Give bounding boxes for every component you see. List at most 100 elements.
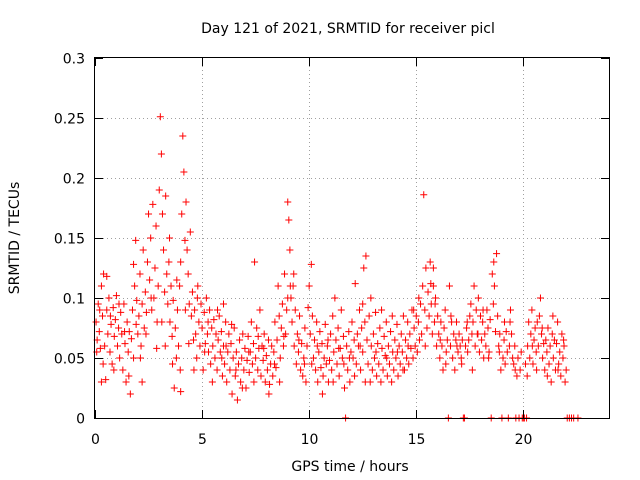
- data-point: [209, 342, 217, 350]
- data-point: [180, 168, 188, 176]
- data-point: [109, 304, 117, 312]
- data-point: [147, 234, 155, 242]
- data-point: [506, 306, 514, 314]
- y-axis-label: SRMTID / TECUs: [7, 182, 23, 295]
- data-point: [237, 378, 245, 386]
- data-point: [491, 328, 499, 336]
- data-point: [454, 348, 462, 356]
- data-point: [264, 336, 272, 344]
- data-point: [170, 384, 178, 392]
- data-point: [479, 306, 487, 314]
- data-point: [309, 354, 317, 362]
- data-point: [493, 250, 501, 258]
- data-point: [297, 366, 305, 374]
- data-point: [530, 336, 538, 344]
- data-point: [254, 366, 262, 374]
- data-point: [495, 348, 503, 356]
- data-point: [332, 336, 340, 344]
- data-point: [226, 366, 234, 374]
- data-point: [268, 342, 276, 350]
- data-point: [186, 228, 194, 236]
- data-point: [233, 396, 241, 404]
- data-point: [329, 378, 337, 386]
- data-point: [215, 312, 223, 320]
- data-point: [156, 113, 164, 121]
- y-tick-label: 0.1: [63, 292, 85, 308]
- data-point: [218, 354, 226, 362]
- data-point: [467, 300, 475, 308]
- data-point: [319, 372, 327, 380]
- data-point: [361, 378, 369, 386]
- data-point: [245, 368, 253, 376]
- data-point: [529, 360, 537, 368]
- data-point: [300, 354, 308, 362]
- data-point: [412, 312, 420, 320]
- data-point: [206, 306, 214, 314]
- data-point: [468, 366, 476, 374]
- x-tick-label: 0: [91, 432, 100, 448]
- data-point: [423, 324, 431, 332]
- data-point: [260, 344, 268, 352]
- data-point: [225, 330, 233, 338]
- data-point: [133, 296, 141, 304]
- data-point: [437, 318, 445, 326]
- data-point: [234, 360, 242, 368]
- data-point: [290, 342, 298, 350]
- data-point: [102, 376, 110, 384]
- data-point: [409, 354, 417, 362]
- data-point: [318, 340, 326, 348]
- data-point: [195, 318, 203, 326]
- data-point: [260, 330, 268, 338]
- data-point: [508, 330, 516, 338]
- data-point: [534, 342, 542, 350]
- data-point: [257, 372, 265, 380]
- data-point: [232, 348, 240, 356]
- data-point: [337, 306, 345, 314]
- data-point: [306, 330, 314, 338]
- data-point: [136, 354, 144, 362]
- data-point: [410, 306, 418, 314]
- data-point: [308, 360, 316, 368]
- data-point: [286, 246, 294, 254]
- data-point: [367, 294, 375, 302]
- data-point: [547, 378, 555, 386]
- data-point: [176, 282, 184, 290]
- data-point: [137, 342, 145, 350]
- data-point: [97, 282, 105, 290]
- data-point: [549, 354, 557, 362]
- data-point: [300, 360, 308, 368]
- data-point: [556, 348, 564, 356]
- data-point: [197, 300, 205, 308]
- data-point: [442, 360, 450, 368]
- data-point: [276, 354, 284, 362]
- data-point: [122, 378, 130, 386]
- data-point: [482, 342, 490, 350]
- data-point: [535, 312, 543, 320]
- data-point: [317, 364, 325, 372]
- data-point: [488, 270, 496, 278]
- data-point: [211, 354, 219, 362]
- data-point: [281, 270, 289, 278]
- data-point: [485, 354, 493, 362]
- data-point: [177, 258, 185, 266]
- data-point: [421, 342, 429, 350]
- data-point: [228, 320, 236, 328]
- data-point: [201, 348, 209, 356]
- data-point: [124, 348, 132, 356]
- data-point: [442, 348, 450, 356]
- data-point: [161, 288, 169, 296]
- data-point: [413, 348, 421, 356]
- data-point: [500, 336, 508, 344]
- data-point: [110, 366, 118, 374]
- data-point: [425, 312, 433, 320]
- y-tick-label: 0.15: [54, 232, 85, 248]
- data-point: [141, 288, 149, 296]
- data-point: [112, 292, 120, 300]
- data-point: [418, 330, 426, 338]
- data-point: [181, 306, 189, 314]
- data-point: [470, 282, 478, 290]
- data-point: [96, 306, 104, 314]
- data-point: [443, 336, 451, 344]
- data-point: [464, 348, 472, 356]
- data-point: [143, 258, 151, 266]
